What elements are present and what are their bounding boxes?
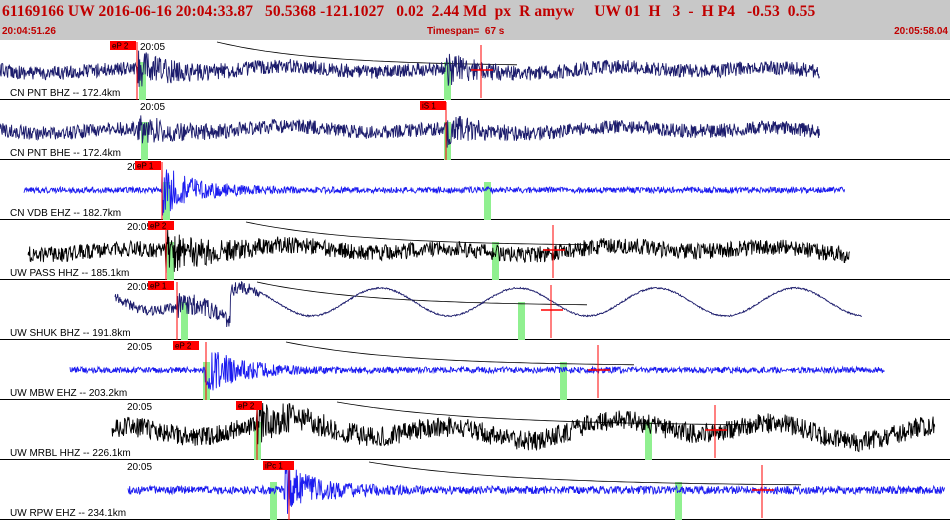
row-time-label: 20:05: [140, 102, 165, 113]
phase-pick-label: iS 1: [422, 102, 436, 111]
amplitude-envelope: [368, 461, 802, 486]
row-time-label: 20:05: [140, 42, 165, 53]
phase-pick-label: iPc 1: [265, 462, 283, 471]
row-time-label: 20:05: [127, 222, 152, 233]
row-time-label: 20:05: [127, 402, 152, 413]
phase-window-marker: [645, 422, 652, 460]
phase-window-marker: [444, 62, 451, 100]
phase-pick-flag[interactable]: [236, 401, 262, 410]
waveform-trace[interactable]: [0, 50, 820, 87]
station-label: UW RPW EHZ -- 234.1km: [10, 508, 126, 519]
channel-row[interactable]: 20:05 eP 2 CN PNT BHZ -- 172.4km: [0, 41, 950, 100]
amplitude-envelope: [285, 341, 635, 366]
phase-window-marker: [492, 242, 499, 280]
amplitude-envelope: [256, 281, 588, 306]
event-summary-title: 61169166 UW 2016-06-16 20:04:33.87 50.53…: [2, 3, 816, 20]
channel-row[interactable]: 20:05 iS 1 CN PNT BHE -- 172.4km: [0, 101, 950, 160]
phase-window-marker: [675, 482, 682, 520]
row-time-label: 20:05: [127, 462, 152, 473]
waveform-trace[interactable]: [127, 464, 946, 514]
station-label: CN PNT BHE -- 172.4km: [10, 148, 121, 159]
phase-pick-label: eP 1: [150, 282, 167, 291]
waveform-trace[interactable]: [114, 280, 863, 328]
phase-pick-flag[interactable]: [420, 101, 446, 110]
end-time-label: 20:05:58.04: [894, 26, 948, 37]
start-time-label: 20:04:51.26: [2, 26, 56, 37]
station-label: UW PASS HHZ -- 185.1km: [10, 268, 129, 279]
header-bar: 61169166 UW 2016-06-16 20:04:33.87 50.53…: [0, 0, 950, 40]
waveform-trace[interactable]: [69, 351, 885, 391]
row-time-label: 20:05: [127, 342, 152, 353]
waveform-trace[interactable]: [27, 229, 851, 274]
phase-window-marker: [270, 482, 277, 520]
channel-row[interactable]: 20:05 eP 2 UW MRBL HHZ -- 226.1km: [0, 401, 950, 460]
station-label: UW MRBL HHZ -- 226.1km: [10, 448, 131, 459]
phase-window-marker: [141, 122, 148, 160]
phase-pick-flag[interactable]: [173, 341, 199, 350]
phase-pick-label: eP 2: [150, 222, 167, 231]
phase-pick-flag[interactable]: [135, 161, 161, 170]
phase-pick-flag[interactable]: [148, 221, 174, 230]
phase-pick-label: eP 2: [112, 42, 129, 51]
station-label: UW MBW EHZ -- 203.2km: [10, 388, 127, 399]
row-time-label: 20:05: [127, 282, 152, 293]
phase-pick-flag[interactable]: [263, 461, 294, 470]
timespan-label: Timespan= 67 s: [427, 26, 505, 37]
waveform-trace[interactable]: [111, 402, 936, 453]
station-label: CN PNT BHZ -- 172.4km: [10, 88, 120, 99]
channel-row[interactable]: 20:05 iPc 1 UW RPW EHZ -- 234.1km: [0, 461, 950, 520]
phase-pick-flag[interactable]: [110, 41, 136, 50]
phase-window-marker: [167, 242, 174, 280]
phase-window-marker: [484, 182, 491, 220]
phase-pick-flag[interactable]: [148, 281, 174, 290]
waveform-trace[interactable]: [23, 169, 846, 216]
phase-window-marker: [518, 302, 525, 340]
station-label: UW SHUK BHZ -- 191.8km: [10, 328, 131, 339]
phase-window-marker: [163, 182, 170, 220]
phase-pick-label: eP 2: [238, 402, 255, 411]
phase-pick-label: eP 2: [175, 342, 192, 351]
phase-window-marker: [181, 302, 188, 340]
station-label: CN VDB EHZ -- 182.7km: [10, 208, 121, 219]
phase-pick-label: eP 1: [137, 162, 154, 171]
amplitude-envelope: [245, 221, 589, 246]
waveform-trace[interactable]: [0, 115, 820, 148]
amplitude-envelope: [336, 401, 752, 426]
channel-row[interactable]: 20:05 eP 2 UW MBW EHZ -- 203.2km: [0, 341, 950, 400]
phase-window-marker: [560, 362, 567, 400]
